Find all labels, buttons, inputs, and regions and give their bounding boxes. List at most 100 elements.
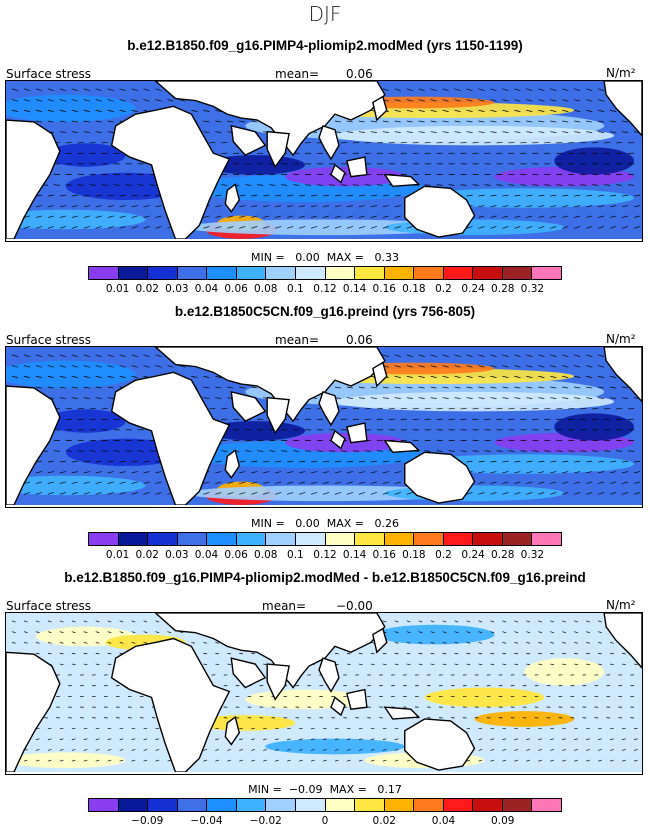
wind-arrow: [394, 386, 401, 389]
wind-arrow: [203, 397, 210, 399]
colorbar-swatch: [443, 267, 474, 279]
wind-arrow: [466, 131, 473, 133]
wind-arrow: [131, 738, 136, 740]
wind-arrow: [526, 205, 533, 208]
wind-arrow: [454, 386, 461, 389]
wind-arrow: [310, 727, 315, 730]
wind-arrow: [586, 226, 593, 229]
wind-arrow: [143, 215, 150, 218]
wind-arrow: [538, 354, 545, 358]
wind-arrow: [466, 120, 473, 123]
colorbar-swatch: [384, 799, 415, 811]
colorbar-tick-label: 0.2: [435, 283, 452, 295]
wind-arrow: [83, 749, 88, 751]
wind-arrow: [514, 131, 521, 133]
wind-arrow: [550, 375, 557, 378]
wind-arrow: [310, 738, 315, 740]
wind-arrow: [574, 365, 581, 368]
wind-arrow: [59, 749, 64, 751]
wind-arrow: [95, 749, 100, 751]
wind-arrow: [299, 471, 306, 474]
colorbar-swatch: [443, 533, 474, 545]
wind-arrow: [562, 759, 566, 762]
land-mass: [224, 715, 241, 746]
wind-arrow: [502, 460, 509, 463]
wind-arrow: [621, 759, 626, 762]
wind-arrow: [610, 375, 617, 378]
wind-arrow: [358, 205, 365, 208]
wind-arrow: [346, 397, 353, 399]
wind-arrow: [215, 109, 222, 112]
wind-arrow: [574, 738, 578, 740]
wind-arrow: [143, 471, 150, 474]
wind-arrow: [35, 631, 40, 633]
wind-arrow: [11, 99, 19, 102]
wind-arrow: [430, 365, 437, 368]
wind-arrow: [119, 354, 126, 358]
wind-arrow: [478, 88, 485, 92]
land-mass: [230, 124, 267, 156]
wind-arrow: [442, 109, 449, 112]
wind-arrow: [227, 492, 234, 495]
wind-arrow: [95, 738, 100, 740]
wind-arrow: [239, 386, 246, 389]
wind-arrow: [47, 738, 52, 740]
wind-arrow: [490, 738, 495, 740]
wind-arrow: [466, 88, 473, 92]
wind-arrow: [143, 727, 148, 730]
wind-arrow: [574, 471, 581, 474]
wind-arrow: [251, 471, 258, 474]
wind-arrow: [370, 481, 377, 484]
wind-arrow: [562, 375, 569, 378]
colorbar-swatch: [89, 799, 119, 811]
wind-arrow: [23, 354, 31, 358]
wind-arrow: [466, 354, 473, 358]
wind-arrow: [609, 492, 617, 495]
wind-arrow: [251, 749, 255, 751]
wind-arrow: [23, 759, 28, 762]
wind-arrow: [239, 727, 243, 730]
wind-arrow: [71, 631, 76, 633]
wind-arrow: [107, 99, 114, 102]
wind-arrow: [203, 375, 210, 378]
wind-arrow: [550, 120, 557, 123]
panel-3-mean-value: −0.00: [336, 599, 373, 613]
wind-arrow: [251, 759, 255, 762]
wind-arrow: [35, 205, 42, 208]
wind-arrow: [538, 375, 545, 378]
wind-arrow: [526, 652, 531, 655]
wind-arrow: [203, 642, 208, 644]
wind-arrow: [95, 481, 102, 484]
wind-arrow: [502, 131, 509, 133]
colorbar-swatch: [118, 533, 149, 545]
wind-arrow: [610, 120, 617, 123]
wind-arrow: [562, 471, 569, 474]
land-mass: [383, 706, 421, 720]
wind-arrow: [598, 492, 605, 495]
colorbar-swatch: [177, 799, 208, 811]
wind-arrow: [502, 749, 507, 751]
wind-arrow: [322, 727, 327, 730]
wind-arrow: [358, 471, 365, 474]
wind-arrow: [514, 226, 521, 229]
wind-arrow: [263, 481, 270, 484]
wind-arrow: [275, 215, 282, 218]
wind-arrow: [622, 120, 629, 123]
wind-arrow: [406, 354, 413, 358]
wind-arrow: [334, 205, 342, 208]
wind-arrow: [562, 99, 569, 102]
wind-arrow: [251, 386, 258, 389]
wind-arrow: [107, 386, 114, 389]
wind-arrow: [550, 226, 557, 229]
wind-arrow: [633, 194, 641, 197]
colorbar-swatch: [384, 533, 415, 545]
wind-arrow: [466, 365, 473, 368]
wind-arrow: [466, 99, 473, 102]
wind-arrow: [346, 194, 353, 197]
wind-arrow: [251, 205, 258, 208]
panel-1-units: N/m²: [606, 66, 636, 80]
wind-arrow: [83, 131, 90, 133]
wind-arrow: [83, 738, 88, 740]
wind-arrow: [71, 386, 78, 389]
wind-arrow: [418, 131, 425, 133]
